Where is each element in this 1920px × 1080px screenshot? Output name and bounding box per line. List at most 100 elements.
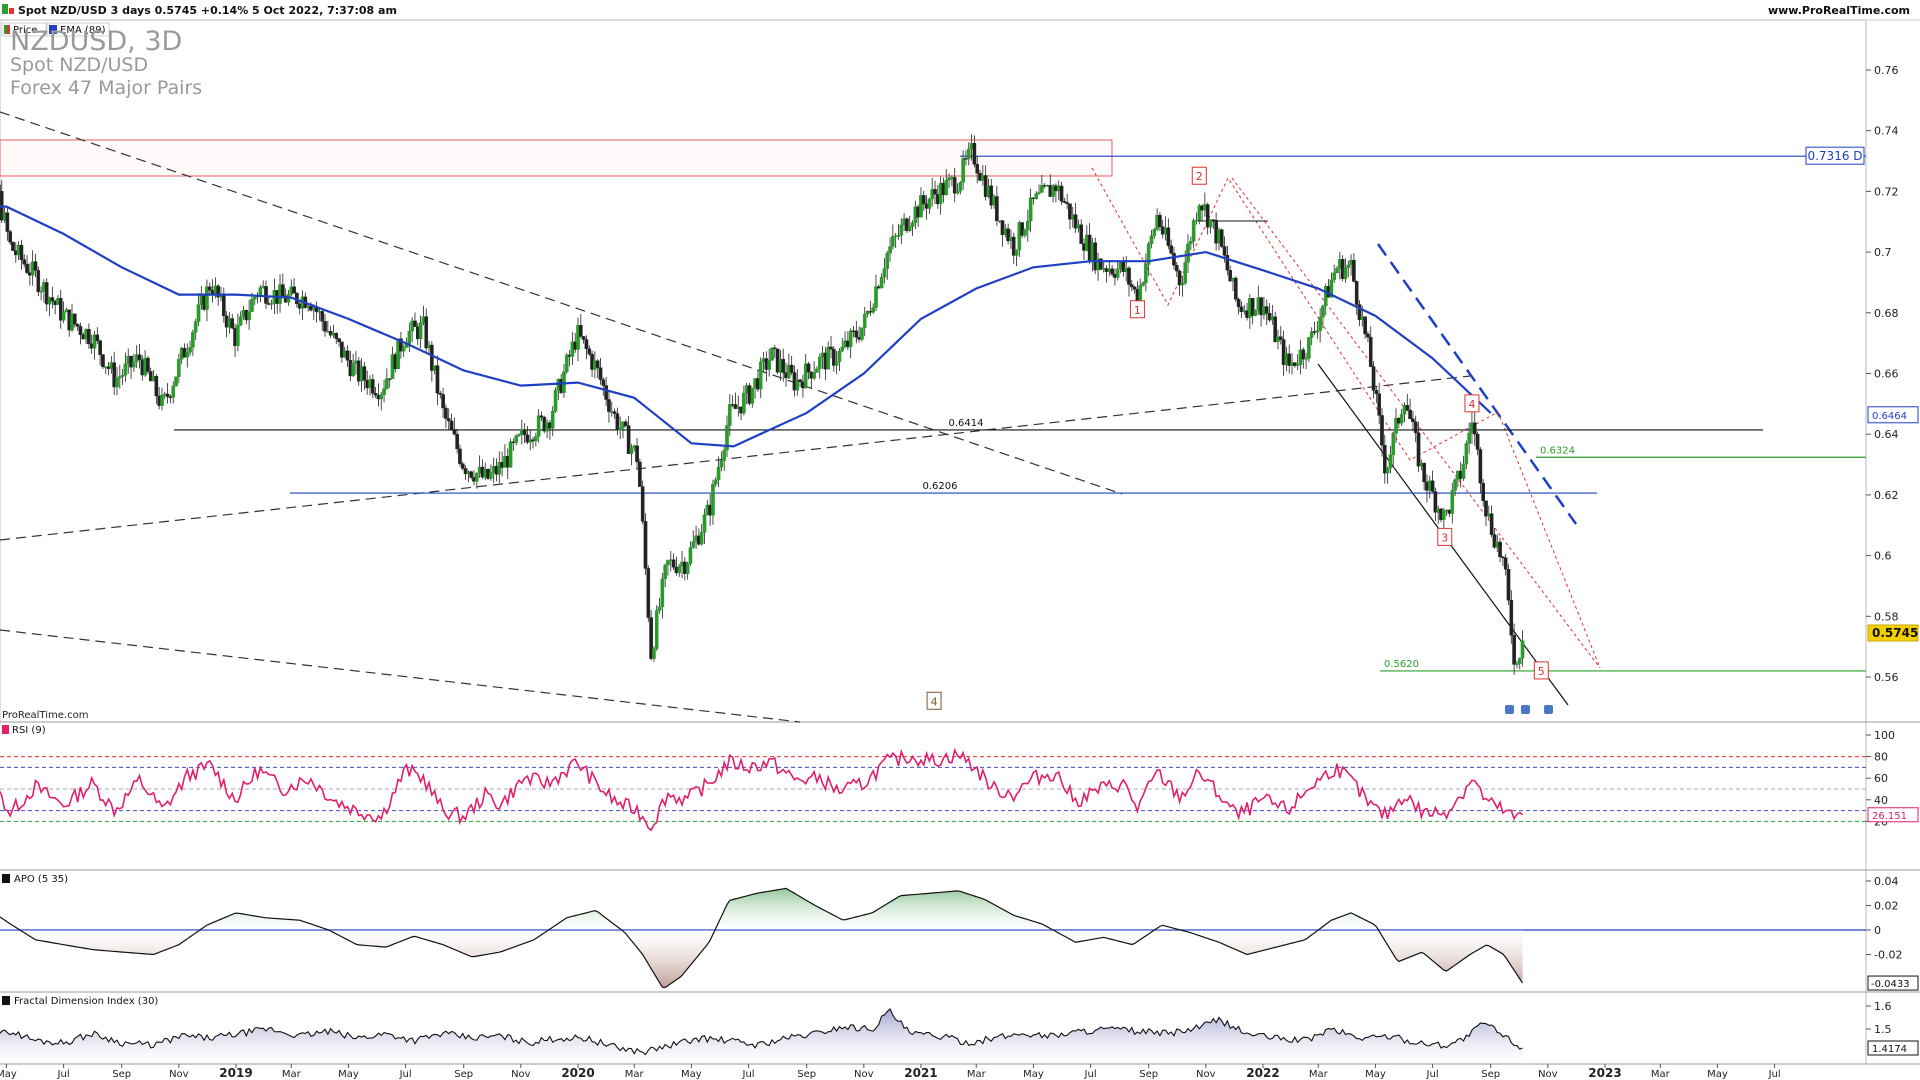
time-tick-label: May [338, 1069, 359, 1080]
candle-down [854, 330, 859, 338]
candle-down [649, 617, 653, 659]
candle-up [205, 286, 209, 310]
axis-price-badge [1867, 406, 1919, 424]
apo-line [0, 887, 1524, 989]
wave-labels[interactable]: 1 2 3 4 5 4 [926, 166, 1549, 710]
candle-up [396, 338, 400, 370]
candle-down [933, 189, 937, 195]
candle-down [1169, 245, 1173, 254]
alert-icon[interactable] [1544, 705, 1553, 714]
candle-up [660, 578, 665, 607]
candle-up [1180, 283, 1185, 286]
candle-down [0, 184, 1, 192]
level-label: 0.6324 [1540, 445, 1575, 456]
time-tick-label: Nov [854, 1069, 874, 1080]
time-tick-label: Nov [1196, 1069, 1216, 1080]
candle-down [525, 434, 530, 443]
candle-up [1144, 264, 1148, 284]
time-tick-label: Sep [797, 1069, 816, 1080]
candle-up [188, 347, 192, 353]
candle-up [238, 316, 243, 326]
lower-channel-line[interactable] [0, 629, 801, 723]
apo-tick-label: -0.02 [1874, 949, 1902, 962]
time-x-axis[interactable]: May Jul Sep Nov 2019 Mar May Jul Sep Nov 2020 Mar Ma… [0, 1064, 1781, 1080]
alert-icons[interactable] [1505, 705, 1553, 714]
rsi-panel[interactable]: 1008060402026.151 [0, 729, 1919, 832]
horizontal-levels[interactable]: 0.6414 0.6206 0.5620 0.6324 0.7316 D [174, 146, 1866, 672]
candle-down [112, 362, 116, 388]
candle-down [595, 360, 600, 368]
candle-up [92, 334, 97, 349]
candle-up [497, 462, 502, 475]
candle-down [1228, 270, 1232, 282]
time-tick-label: 2021 [904, 1066, 937, 1080]
time-tick-label: 2020 [561, 1066, 594, 1080]
candle-down [789, 364, 794, 373]
time-tick-label: 2019 [219, 1066, 252, 1080]
candle-up [564, 354, 569, 372]
candle-down [1411, 418, 1415, 422]
candle-up [1399, 414, 1404, 424]
time-tick-label: Mar [625, 1069, 645, 1080]
time-tick-label: May [1365, 1069, 1386, 1080]
rsi-title: RSI (9) [12, 725, 46, 736]
candle-down [1293, 362, 1297, 366]
candle-up [1034, 193, 1039, 200]
candle-up [815, 368, 819, 373]
descending-trendline[interactable] [0, 111, 1123, 495]
ascending-trendline[interactable] [0, 375, 1471, 541]
apo-tick-label: 0.02 [1874, 900, 1899, 913]
resistance-zone[interactable] [0, 139, 1113, 177]
candle-down [78, 326, 83, 335]
apo-panel[interactable]: 0.04 0.02 0 -0.02 -0.0433 [0, 875, 1919, 991]
candle-down [1093, 242, 1098, 271]
candle-down [387, 378, 392, 380]
candle-down [98, 340, 102, 355]
candle-up [1453, 479, 1457, 491]
candle-down [975, 164, 979, 174]
time-tick-label: Jul [399, 1069, 412, 1080]
candle-down [1506, 569, 1511, 601]
candle-up [891, 235, 895, 247]
candle-up [534, 436, 538, 442]
candle-up [944, 179, 949, 195]
candle-up [385, 378, 389, 389]
candle-down [635, 445, 639, 463]
alert-icon[interactable] [1505, 705, 1514, 714]
falling-resistance-line[interactable] [1376, 243, 1578, 525]
candle-up [907, 226, 912, 231]
candle-down [643, 521, 648, 569]
level-label: 0.6206 [923, 481, 958, 492]
ema-line [0, 205, 1492, 448]
fdi-legend-swatch [2, 996, 10, 1005]
candle-up [1208, 219, 1213, 228]
candle-down [11, 242, 15, 251]
candle-up [927, 198, 932, 209]
candle-down [1430, 480, 1435, 492]
apo-last-value: -0.0433 [1871, 979, 1910, 990]
apo-title: APO (5 35) [14, 874, 68, 885]
website-label[interactable]: www.ProRealTime.com [1768, 4, 1910, 17]
candle-down [222, 294, 226, 317]
candle-up [657, 606, 662, 611]
candle-up [919, 195, 923, 218]
price-tick-label: 0.58 [1874, 610, 1899, 623]
price-legend-swatch-down [7, 25, 10, 34]
legend-ema-button[interactable] [46, 22, 110, 37]
price-y-axis[interactable]: 0.76 0.74 0.72 0.7 0.68 0.66 0.64 0.62 0.6 0.58 0.… [1866, 64, 1899, 684]
candle-down [25, 263, 29, 273]
candle-down [435, 365, 440, 394]
legend-price-button[interactable] [1, 22, 47, 37]
candle-down [1352, 260, 1356, 282]
candle-down [463, 468, 468, 475]
alert-icon[interactable] [1521, 705, 1530, 714]
legend-price-label: Price [13, 25, 37, 36]
candle-up [758, 361, 763, 390]
candle-down [733, 404, 738, 409]
candle-up [728, 404, 732, 426]
rsi-tick-label: 60 [1874, 772, 1888, 785]
candle-down [36, 270, 41, 293]
candle-down [624, 421, 628, 426]
price-tick-label: 0.56 [1874, 671, 1899, 684]
fdi-panel[interactable]: 1.6 1.5 1.4174 [0, 1000, 1919, 1063]
